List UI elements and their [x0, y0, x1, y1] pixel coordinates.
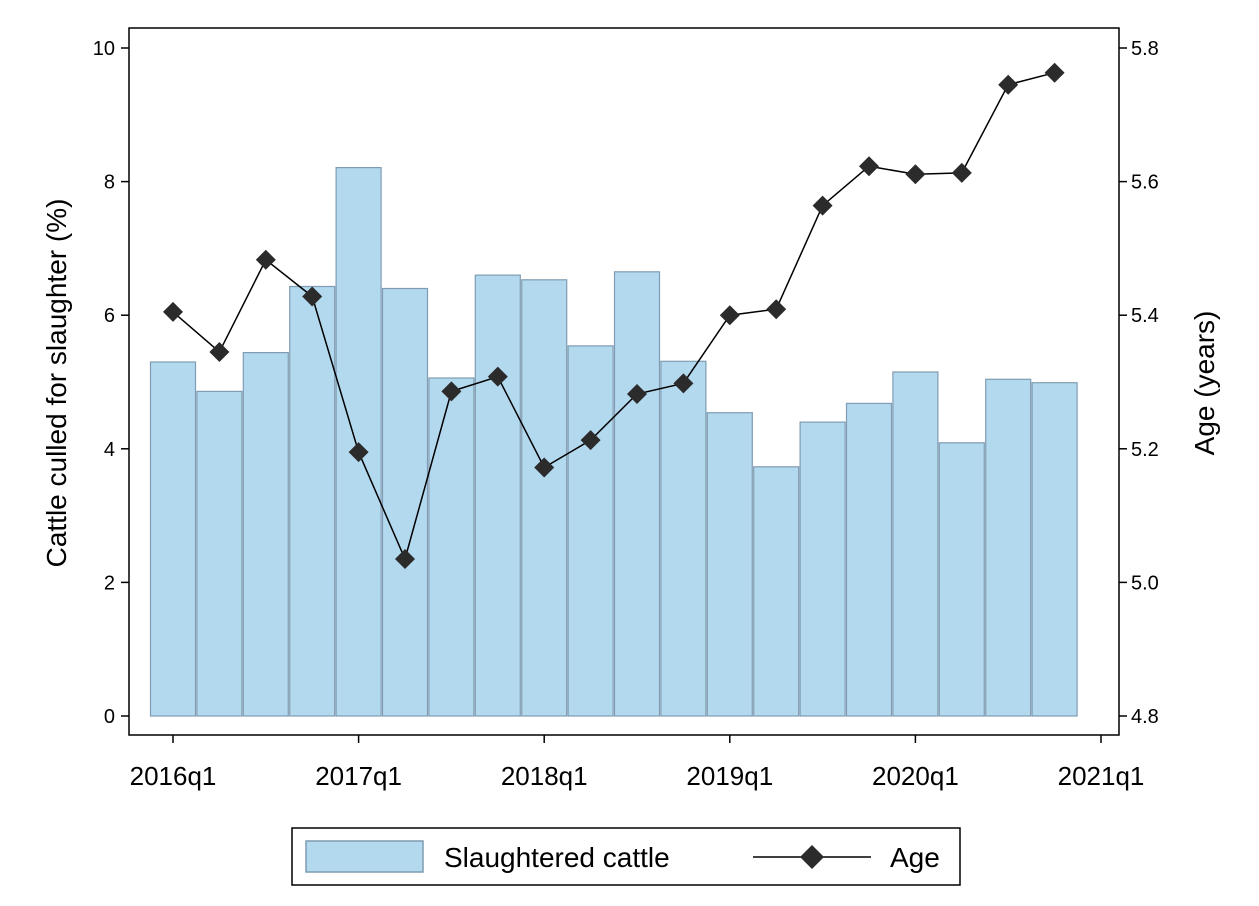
age-point-2017q3	[441, 381, 462, 402]
legend-bar-label: Slaughtered cattle	[444, 842, 670, 873]
bar-2018q1	[521, 279, 568, 717]
x-tick-label: 2017q1	[315, 761, 402, 791]
plot-frame	[128, 27, 1120, 736]
right-y-tick-label: 5.6	[1131, 172, 1159, 194]
age-point-2016q2	[209, 341, 230, 362]
bar-series	[149, 167, 1078, 717]
bar-2017q4	[474, 274, 521, 717]
age-point-2016q4	[302, 286, 323, 307]
age-point-2016q1	[163, 301, 183, 322]
right-y-tick-label: 5.4	[1131, 305, 1159, 327]
age-point-2020q1	[905, 164, 926, 185]
legend: Slaughtered cattle Age	[291, 827, 961, 886]
age-point-2018q1	[534, 457, 555, 478]
age-point-2017q4	[487, 366, 508, 387]
bar-2020q4	[1031, 382, 1078, 717]
age-point-2019q4	[859, 156, 879, 177]
left-y-tick-label: 4	[104, 439, 115, 461]
bar-2016q4	[289, 285, 336, 717]
right-y-tick-label: 5.2	[1131, 439, 1159, 461]
right-y-axis-title: Age (years)	[1189, 311, 1220, 456]
age-point-2018q3	[627, 384, 647, 405]
age-point-2018q4	[673, 373, 694, 394]
bar-2016q2	[196, 390, 243, 717]
age-point-2016q3	[255, 249, 276, 270]
right-y-axis: 4.8 5.0 5.2 5.4 5.6 5.8	[1119, 38, 1159, 728]
bar-2019q3	[799, 421, 846, 717]
bar-2019q4	[845, 402, 893, 717]
x-tick-label: 2021q1	[1058, 761, 1145, 791]
age-point-2019q3	[812, 195, 833, 216]
left-y-tick-label: 2	[104, 572, 115, 594]
age-point-2019q1	[719, 305, 740, 326]
left-y-tick-label: 8	[104, 172, 115, 194]
age-line-series	[163, 62, 1065, 570]
bar-2016q1	[149, 361, 197, 717]
age-point-2020q3	[998, 74, 1019, 95]
age-point-2020q2	[951, 162, 972, 183]
bar-2020q1	[892, 371, 939, 717]
right-y-tick-label: 5.8	[1131, 38, 1159, 60]
left-y-tick-label: 6	[104, 305, 115, 327]
left-y-tick-label: 0	[104, 706, 115, 728]
left-y-tick-label: 10	[93, 38, 115, 60]
age-point-2018q2	[580, 430, 601, 451]
age-point-2019q2	[766, 299, 787, 320]
bar-2017q3	[428, 377, 475, 717]
legend-line-label: Age	[890, 842, 940, 873]
bar-2019q1	[706, 412, 753, 717]
x-tick-label: 2016q1	[130, 761, 217, 791]
age-point-2017q1	[348, 442, 369, 463]
legend-diamond-marker	[800, 845, 824, 869]
bar-2020q2	[938, 442, 985, 717]
bar-2018q2	[567, 345, 614, 717]
x-tick-label: 2019q1	[686, 761, 773, 791]
bar-2019q2	[753, 466, 800, 717]
x-tick-label: 2020q1	[872, 761, 959, 791]
bar-2018q4	[660, 360, 707, 717]
right-y-tick-label: 4.8	[1131, 706, 1159, 728]
bar-2016q3	[242, 352, 289, 717]
x-tick-label: 2018q1	[501, 761, 588, 791]
bar-2017q1	[335, 167, 382, 717]
left-y-axis: 0 2 4 6 8 10	[93, 38, 129, 728]
right-y-tick-label: 5.0	[1131, 572, 1159, 594]
age-point-2020q4	[1044, 62, 1065, 83]
x-axis: 2016q1 2017q1 2018q1 2019q1 2020q1 2021q1	[130, 735, 1145, 791]
left-y-axis-title: Cattle culled for slaughter (%)	[41, 199, 72, 568]
age-point-2017q2	[395, 549, 415, 570]
bar-2018q3	[613, 271, 661, 717]
bar-2020q3	[985, 378, 1032, 717]
legend-bar-swatch	[305, 840, 424, 873]
